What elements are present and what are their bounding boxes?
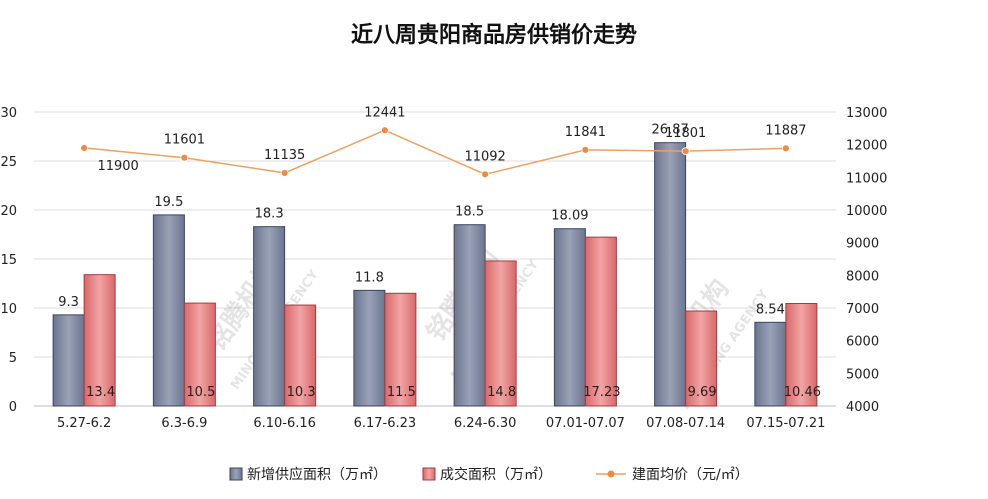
- bar-deal: [685, 310, 718, 407]
- category-labels: 5.27-6.2 6.3-6.9 6.10-6.16 6.17-6.23 6.24-6.…: [57, 416, 825, 431]
- legend-swatch-price-dot: [607, 470, 615, 478]
- category-label: 6.17-6.23: [354, 416, 417, 431]
- supply-value-label: 18.09: [551, 209, 588, 224]
- left-axis-ticks: 0 5 10 15 20 25 30: [0, 106, 17, 415]
- chart-title: 近八周贵阳商品房供销价走势: [351, 22, 637, 48]
- deal-value-label: 13.4: [86, 385, 115, 400]
- price-point: [380, 126, 389, 135]
- right-tick-label: 5000: [846, 367, 879, 382]
- legend-swatch-supply: [229, 467, 243, 481]
- right-tick-label: 12000: [846, 139, 887, 154]
- price-point: [581, 145, 590, 154]
- left-tick-label: 15: [0, 253, 17, 268]
- supply-value-label: 19.5: [154, 195, 183, 210]
- deal-value-label: 10.3: [287, 385, 316, 400]
- right-tick-label: 7000: [846, 302, 879, 317]
- bar-deal: [284, 304, 317, 407]
- legend-label-supply: 新增供应面积（万㎡）: [247, 466, 387, 483]
- bar-deal: [83, 274, 116, 407]
- supply-value-label: 18.5: [455, 205, 484, 220]
- left-tick-label: 30: [0, 106, 17, 121]
- right-tick-label: 9000: [846, 237, 879, 252]
- bar-supply: [52, 314, 85, 407]
- bar-supply: [453, 224, 486, 407]
- price-value-label: 11135: [264, 148, 305, 163]
- price-value-label: 11092: [464, 149, 505, 164]
- price-value-label: 11900: [97, 159, 138, 174]
- right-tick-label: 10000: [846, 204, 887, 219]
- left-tick-label: 10: [0, 302, 17, 317]
- legend: 新增供应面积（万㎡） 成交面积（万㎡） 建面均价（元/㎡）: [229, 466, 749, 483]
- price-point: [681, 147, 690, 156]
- price-point: [781, 144, 790, 153]
- legend-swatch-deal: [422, 467, 436, 481]
- bar-supply: [553, 228, 586, 407]
- price-point: [481, 170, 490, 179]
- line-marks: [80, 126, 790, 179]
- price-point: [80, 144, 89, 152]
- bar-supply: [353, 289, 386, 407]
- bar-deal: [183, 302, 216, 407]
- bar-marks: [52, 142, 818, 407]
- category-label: 07.15-07.21: [746, 416, 825, 431]
- bar-supply: [152, 214, 185, 407]
- category-label: 07.08-07.14: [646, 416, 725, 431]
- category-label: 6.24-6.30: [454, 416, 517, 431]
- category-label: 07.01-07.07: [546, 416, 625, 431]
- price-value-label: 11801: [665, 126, 706, 141]
- legend-label-price: 建面均价（元/㎡）: [632, 467, 749, 483]
- price-line: [84, 129, 786, 176]
- deal-value-label: 10.46: [784, 385, 821, 400]
- bar-deal: [785, 302, 818, 407]
- bar-deal: [584, 236, 617, 407]
- right-tick-label: 13000: [846, 106, 887, 121]
- left-tick-label: 5: [9, 351, 17, 366]
- supply-value-label: 8.54: [756, 302, 785, 317]
- right-axis-ticks: 4000 5000 6000 7000 8000 9000 10000 11000 12000 1…: [846, 106, 887, 415]
- price-value-label: 11887: [765, 123, 806, 138]
- deal-value-label: 9.69: [688, 385, 717, 400]
- bar-deal: [384, 292, 417, 407]
- supply-value-label: 9.3: [58, 295, 79, 310]
- deal-value-label: 17.23: [583, 385, 620, 400]
- left-tick-label: 20: [0, 204, 17, 219]
- category-label: 6.10-6.16: [253, 416, 316, 431]
- price-value-label: 11601: [164, 133, 205, 148]
- right-tick-label: 6000: [846, 335, 879, 350]
- bar-supply: [654, 142, 687, 407]
- supply-value-label: 11.8: [355, 270, 384, 285]
- price-value-label: 11841: [565, 125, 606, 140]
- deal-value-label: 14.8: [487, 385, 516, 400]
- legend-label-deal: 成交面积（万㎡）: [440, 466, 552, 483]
- price-point: [180, 153, 189, 162]
- category-label: 5.27-6.2: [57, 416, 111, 431]
- deal-value-label: 11.5: [387, 385, 416, 400]
- data-labels: 9.3 13.4 19.5 10.5 18.3 10.3 11.8 11.5 18.5 14.8 1…: [58, 105, 821, 400]
- supply-value-label: 18.3: [255, 207, 284, 222]
- price-value-label: 12441: [364, 105, 405, 120]
- bar-supply: [253, 226, 286, 407]
- right-tick-label: 8000: [846, 269, 879, 284]
- right-tick-label: 4000: [846, 400, 879, 415]
- deal-value-label: 10.5: [186, 385, 215, 400]
- left-tick-label: 25: [0, 155, 17, 170]
- bar-supply: [754, 321, 787, 407]
- category-label: 6.3-6.9: [161, 416, 207, 431]
- right-tick-label: 11000: [846, 171, 887, 186]
- price-point: [280, 169, 289, 177]
- bar-deal: [484, 260, 517, 407]
- supply-value-label: 26.87: [652, 123, 689, 138]
- left-tick-label: 0: [9, 400, 17, 415]
